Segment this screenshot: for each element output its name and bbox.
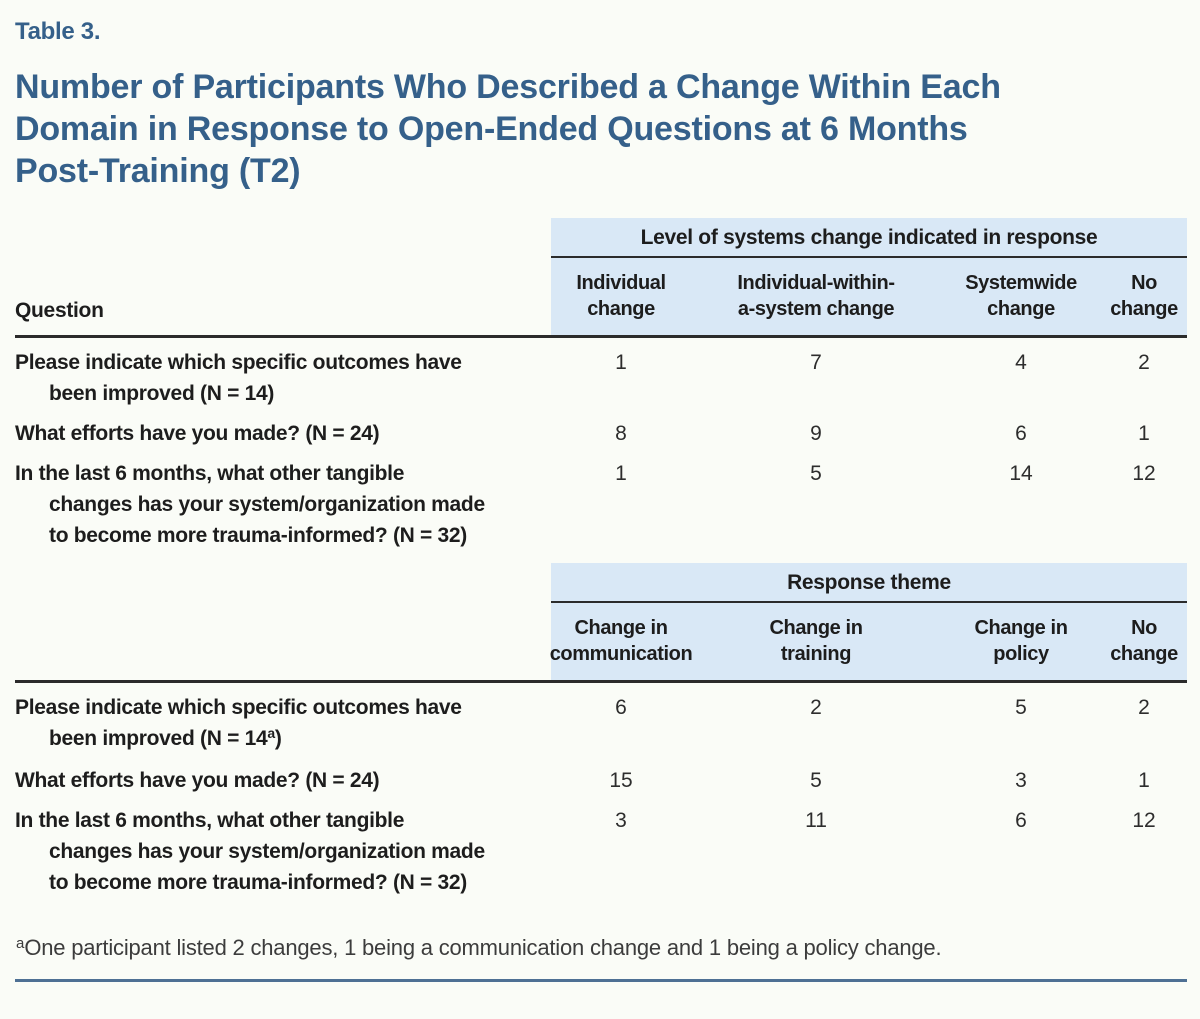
table-section-response-theme: Response theme Change in communication C…: [15, 563, 1187, 898]
col-header-text: No change: [1110, 272, 1178, 320]
col-header-text: Individual-within- a-system change: [737, 272, 895, 320]
table-section-systems-change: Level of systems change indicated in res…: [15, 218, 1187, 551]
table-cell-value: 2: [1138, 696, 1150, 719]
table2-col-header-change-policy: Change in policy: [941, 603, 1101, 680]
table1-col-header-individual-within-system: Individual-within- a-system change: [691, 258, 941, 335]
table-cell-value: 2: [1138, 351, 1150, 374]
table-cell-value: 6: [615, 696, 627, 719]
question-text-post: ): [274, 727, 282, 750]
footnote-marker: a: [16, 935, 25, 952]
table1-header: Level of systems change indicated in res…: [15, 218, 1187, 335]
col-header-text: Change in communication: [549, 617, 693, 665]
question-line: Please indicate which specific outcomes …: [15, 696, 462, 719]
question-text-pre: been improved (N = 14: [49, 727, 268, 750]
question-line: changes has your system/organization mad…: [49, 840, 485, 863]
table1-col-header-individual-change: Individual change: [551, 258, 691, 335]
footnote-marker: a: [267, 725, 275, 741]
question-line: to become more trauma-informed? (N = 32): [49, 871, 467, 894]
col-header-text: Change in policy: [974, 617, 1068, 665]
table-cell-value: 5: [810, 462, 822, 485]
table-cell-value: 1: [615, 462, 627, 485]
table-cell-value: 6: [1015, 422, 1027, 445]
table-cell-value: 1: [1138, 769, 1150, 792]
table-row-question: Please indicate which specific outcomes …: [15, 683, 551, 756]
table-cell-value: 12: [1132, 462, 1156, 485]
table-cell-value: 5: [810, 769, 822, 792]
question-line: What efforts have you made? (N = 24): [15, 422, 380, 445]
col-header-text: Systemwide change: [965, 272, 1077, 320]
footnote-text: One participant listed 2 changes, 1 bein…: [24, 935, 942, 960]
table1-col-header-systemwide-change: Systemwide change: [941, 258, 1101, 335]
table-cell-value: 9: [810, 422, 822, 445]
table-row-question: Please indicate which specific outcomes …: [15, 338, 551, 409]
table-cell-value: 5: [1015, 696, 1027, 719]
table-cell-value: 4: [1015, 351, 1027, 374]
question-line: Please indicate which specific outcomes …: [15, 351, 462, 374]
table-cell-value: 7: [810, 351, 822, 374]
table2-col-header-change-communication: Change in communication: [549, 603, 693, 680]
col-header-text: Individual change: [576, 272, 666, 320]
table-footnote: aOne participant listed 2 changes, 1 bei…: [16, 934, 1187, 965]
table-row-question: What efforts have you made? (N = 24): [15, 756, 551, 796]
table-cell-value: 11: [805, 809, 827, 832]
question-column-header: Question: [15, 299, 104, 322]
table-cell-value: 14: [1009, 462, 1033, 485]
header-divider-rule: [15, 680, 1187, 683]
question-line: to become more trauma-informed? (N = 32): [49, 524, 467, 547]
question-line: been improved (N = 14a): [15, 723, 521, 756]
table-cell-value: 6: [1015, 809, 1027, 832]
table-cell-value: 12: [1132, 809, 1156, 832]
table1-body: Please indicate which specific outcomes …: [15, 338, 1187, 551]
table2-col-header-change-training: Change in training: [691, 603, 941, 680]
question-line: In the last 6 months, what other tangibl…: [15, 809, 405, 832]
table-cell-value: 3: [615, 809, 627, 832]
col-header-text: Change in training: [769, 617, 863, 665]
table2-header: Response theme Change in communication C…: [15, 563, 1187, 680]
table2-spanning-header: Response theme: [551, 563, 1187, 603]
table-row-question: In the last 6 months, what other tangibl…: [15, 449, 551, 551]
table-title: Number of Participants Who Described a C…: [15, 68, 1001, 190]
table2-body: Please indicate which specific outcomes …: [15, 683, 1187, 898]
table1-spanning-header: Level of systems change indicated in res…: [551, 218, 1187, 258]
question-line: What efforts have you made? (N = 24): [15, 769, 380, 792]
table-cell-value: 2: [810, 696, 822, 719]
bottom-border-rule: [15, 979, 1187, 982]
table-row-question: What efforts have you made? (N = 24): [15, 409, 551, 449]
table-cell-value: 1: [615, 351, 627, 374]
table-row-question: In the last 6 months, what other tangibl…: [15, 796, 551, 898]
question-line: been improved (N = 14): [49, 382, 275, 405]
header-divider-rule: [15, 335, 1187, 338]
table-cell-value: 8: [615, 422, 627, 445]
question-line: In the last 6 months, what other tangibl…: [15, 462, 405, 485]
table1-col-header-no-change: No change: [1101, 258, 1187, 335]
col-header-text: No change: [1110, 617, 1178, 665]
table-cell-value: 1: [1138, 422, 1150, 445]
table-cell-value: 15: [609, 769, 633, 792]
table-number-label: Table 3.: [15, 18, 101, 45]
table-cell-value: 3: [1015, 769, 1027, 792]
question-line: changes has your system/organization mad…: [49, 493, 485, 516]
table2-col-header-no-change: No change: [1101, 603, 1187, 680]
